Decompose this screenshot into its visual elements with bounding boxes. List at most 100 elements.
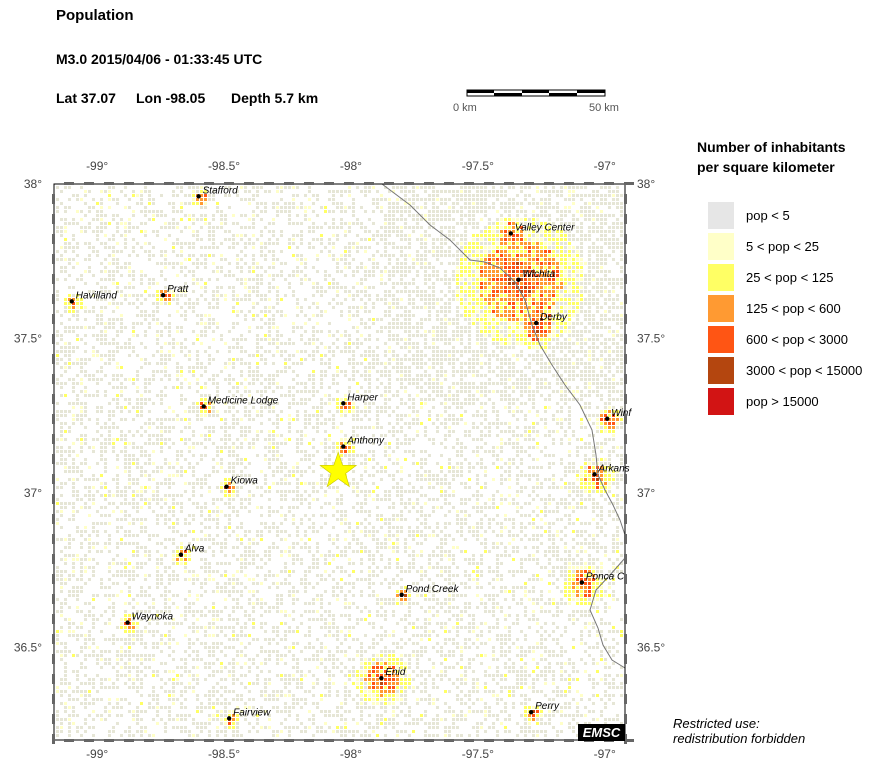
city-dot <box>399 592 404 598</box>
lat-tick-label: 36.5° <box>637 640 665 654</box>
city-marker: Perry <box>528 701 560 715</box>
lon-tick-label: -99° <box>86 747 108 761</box>
city-marker: Fairview <box>226 707 271 721</box>
city-dot <box>226 716 232 721</box>
page-title: Population <box>56 7 134 24</box>
city-marker: Havilland <box>69 290 118 304</box>
lat-tick-label: 36.5° <box>14 640 42 654</box>
city-marker: Enid <box>379 667 406 681</box>
city-label: Stafford <box>203 185 238 196</box>
scale-bar <box>466 89 606 97</box>
emsc-logo: EMSC <box>578 724 625 741</box>
event-info: M3.0 2015/04/06 - 01:33:45 UTC <box>56 51 263 67</box>
state-borders <box>381 183 626 669</box>
city-dot <box>579 580 585 585</box>
city-dot <box>201 404 206 409</box>
city-dot <box>533 320 539 326</box>
latitude-label: Lat 37.07 <box>56 90 116 106</box>
lat-tick-label: 38° <box>637 177 655 191</box>
city-label: Arkans <box>598 463 630 474</box>
city-dot <box>605 416 610 421</box>
city-marker: Medicine Lodge <box>201 395 279 409</box>
legend-label: 3000 < pop < 15000 <box>746 363 863 378</box>
city-label: Pond Creek <box>406 584 460 595</box>
city-marker: Winf <box>605 408 632 421</box>
city-marker: Wichita <box>516 269 556 282</box>
scale-bar-left-label: 0 km <box>453 102 477 114</box>
city-marker: Waynoka <box>125 612 174 625</box>
legend-swatch <box>708 295 734 322</box>
epicenter-star-icon <box>319 451 358 488</box>
lon-tick-label: -97.5° <box>462 159 494 173</box>
city-marker: Anthony <box>341 436 385 449</box>
city-marker: Valley Center <box>508 222 575 236</box>
city-label: Perry <box>535 701 560 712</box>
legend-item: 5 < pop < 25 <box>708 233 878 260</box>
restricted-line-1: Restricted use: <box>673 716 760 731</box>
city-dot <box>379 676 384 681</box>
longitude-label: Lon -98.05 <box>136 90 206 106</box>
lat-tick-label: 37° <box>24 486 42 500</box>
restricted-line-2: redistribution forbidden <box>673 731 806 746</box>
city-dot <box>160 293 166 298</box>
city-dot <box>592 472 597 477</box>
lat-tick-label: 38° <box>24 177 42 191</box>
city-label: Havilland <box>76 290 118 301</box>
legend-title-line-2: per square kilometer <box>697 159 835 175</box>
legend-swatch <box>708 202 734 229</box>
legend-swatch <box>708 357 734 384</box>
city-marker: Derby <box>533 312 568 326</box>
legend-swatch <box>708 326 734 353</box>
legend-title: Number of inhabitants per square kilomet… <box>697 137 877 177</box>
city-label: Derby <box>540 312 568 323</box>
city-dot <box>508 231 513 236</box>
city-dot <box>224 484 229 489</box>
lat-tick-label: 37° <box>637 486 655 500</box>
city-dot <box>125 620 130 625</box>
epicenter-marker <box>319 451 358 488</box>
city-label: Wichita <box>522 269 555 280</box>
legend-item: pop > 15000 <box>708 388 878 415</box>
city-dot <box>341 444 346 449</box>
city-marker: Stafford <box>196 185 238 199</box>
city-marker: Kiowa <box>224 476 258 489</box>
legend-label: 25 < pop < 125 <box>746 270 834 285</box>
city-label: Waynoka <box>132 612 174 623</box>
legend-label: 5 < pop < 25 <box>746 239 820 254</box>
city-marker: Pratt <box>160 284 189 298</box>
city-label: Ponca C <box>586 571 625 582</box>
lon-tick-label: -98° <box>340 159 362 173</box>
city-label: Kiowa <box>231 476 259 487</box>
city-markers: Stafford Havilland Pratt Valley Center Wichi… <box>69 185 632 721</box>
lon-tick-label: -99° <box>86 159 108 173</box>
legend-label: pop < 5 <box>746 208 790 223</box>
map-frame-ticks <box>52 182 634 744</box>
depth-label: Depth 5.7 km <box>231 90 319 106</box>
restricted-notice: Restricted use: redistribution forbidden <box>673 716 805 746</box>
city-dot <box>69 299 74 304</box>
legend-item: 125 < pop < 600 <box>708 295 878 322</box>
legend-title-line-1: Number of inhabitants <box>697 139 846 155</box>
lon-tick-label: -97° <box>594 159 616 173</box>
lat-tick-label: 37.5° <box>637 331 665 345</box>
legend-item: pop < 5 <box>708 202 878 229</box>
lon-tick-label: -97° <box>594 747 616 761</box>
lon-tick-label: -98.5° <box>208 747 240 761</box>
city-label: Enid <box>385 667 405 678</box>
legend-label: 125 < pop < 600 <box>746 301 841 316</box>
legend-swatch <box>708 233 734 260</box>
legend-item: 25 < pop < 125 <box>708 264 878 291</box>
city-label: Winf <box>611 408 632 419</box>
city-dot <box>528 710 534 715</box>
axis-tick-labels: -99° -99° -98.5° -98.5° -98° -98° -97.5° -97.5°… <box>14 159 666 761</box>
lon-tick-label: -98.5° <box>208 159 240 173</box>
legend-swatch <box>708 264 734 291</box>
city-marker: Arkans <box>592 463 630 477</box>
city-dot <box>341 401 346 406</box>
lat-tick-label: 37.5° <box>14 331 42 345</box>
city-label: Alva <box>184 544 205 555</box>
legend-item: 3000 < pop < 15000 <box>708 357 878 384</box>
city-dot <box>196 194 201 199</box>
city-label: Fairview <box>233 707 271 718</box>
